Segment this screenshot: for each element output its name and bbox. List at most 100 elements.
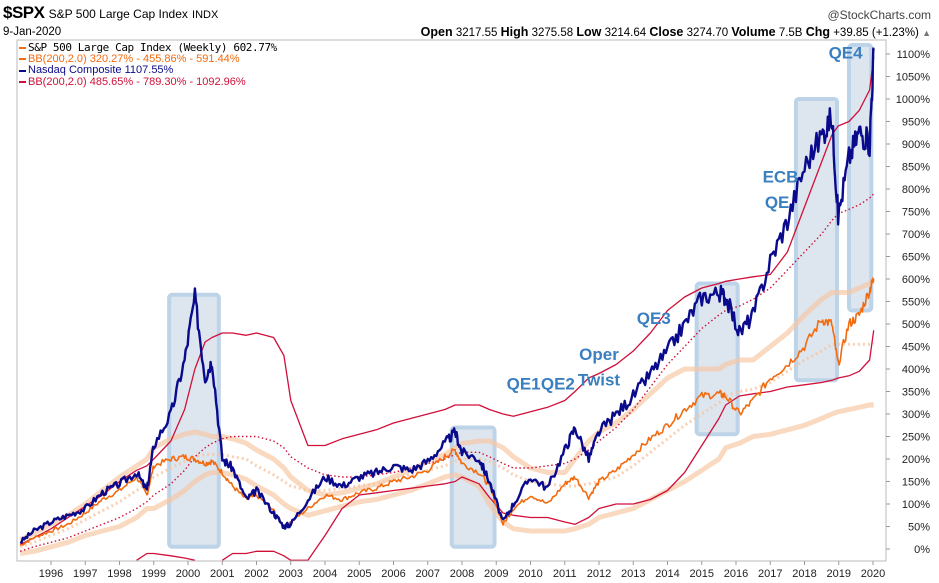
x-tick-label: 2020: [861, 568, 885, 580]
highlight-box-5: [847, 43, 874, 313]
y-tick-label: 650%: [902, 252, 930, 264]
x-tick-label: 2009: [484, 568, 508, 580]
exchange: INDX: [192, 9, 219, 21]
nasdaq-bb-middle: [19, 193, 875, 552]
x-tick-label: 2008: [450, 568, 474, 580]
y-tick-label: 1050%: [896, 72, 930, 84]
y-tick-label: 100%: [902, 499, 930, 511]
x-tick-label: 2018: [792, 568, 816, 580]
highlight-box-2: [449, 425, 497, 549]
y-tick-label: 600%: [902, 274, 930, 286]
annotation-twist: Twist: [578, 371, 621, 390]
nasdaq-bb-lower: [136, 330, 875, 561]
annotation-qe4: QE4: [829, 44, 864, 63]
y-tick-label: 0%: [914, 544, 930, 556]
y-tick-label: 300%: [902, 409, 930, 421]
x-tick-label: 2013: [621, 568, 645, 580]
volume-value: 7.5B: [778, 27, 803, 39]
y-tick-label: 450%: [902, 342, 930, 354]
copyright: @StockCharts.com: [827, 8, 931, 22]
annotation-ecb: ECB: [763, 167, 799, 186]
chg-value: +39.85 (+1.23%): [833, 27, 919, 39]
x-tick-label: 2003: [279, 568, 303, 580]
x-tick-label: 2001: [210, 568, 234, 580]
x-tick-label: 2019: [827, 568, 851, 580]
chart-date: 9-Jan-2020: [3, 26, 62, 38]
highlight-box-4: [793, 97, 840, 383]
low-value: 3214.64: [604, 27, 647, 39]
legend-swatch: [19, 57, 26, 60]
legend-item-spx-bb: BB(200,2.0) 320.27% - 455.86% - 591.44%: [19, 52, 277, 66]
open-value: 3217.55: [455, 27, 498, 39]
x-tick-label: 2004: [313, 568, 337, 580]
open-label: Open: [420, 25, 453, 39]
legend-label: S&P 500 Large Cap Index (Weekly) 602.77%: [28, 41, 277, 54]
nasdaq-line: [19, 47, 875, 545]
x-tick-label: 2011: [553, 568, 577, 580]
x-tick-label: 2014: [655, 568, 679, 580]
spx-bb-upper: [19, 279, 875, 543]
legend-label: BB(200,2.0) 485.65% - 789.30% - 1092.96%: [28, 76, 246, 89]
legend-item-nasdaq-bb: BB(200,2.0) 485.65% - 789.30% - 1092.96%: [19, 76, 277, 89]
close-label: Close: [649, 25, 684, 39]
x-tick-label: 2000: [176, 568, 200, 580]
annotation-qe: QE: [765, 193, 790, 212]
x-tick-label: 2016: [724, 568, 748, 580]
x-tick-label: 1998: [107, 568, 131, 580]
y-tick-label: 800%: [902, 184, 930, 196]
plot-frame: [16, 39, 887, 562]
chart-header-title: $SPX S&P 500 Large Cap Index INDX: [3, 3, 218, 23]
x-tick-label: 2015: [690, 568, 714, 580]
up-triangle-icon: ▲: [922, 28, 931, 38]
x-tick-label: 2002: [244, 568, 268, 580]
legend-item-spx: S&P 500 Large Cap Index (Weekly) 602.77%: [19, 42, 277, 54]
low-label: Low: [576, 25, 602, 39]
y-tick-label: 400%: [902, 364, 930, 376]
x-tick-label: 1996: [39, 568, 63, 580]
annotation-qe1: QE1: [507, 374, 541, 393]
ticker-symbol: $SPX: [3, 3, 45, 22]
x-tick-label: 2010: [518, 568, 542, 580]
y-tick-label: 550%: [902, 297, 930, 309]
spx-bb-lower: [19, 402, 874, 556]
x-tick-label: 2006: [381, 568, 405, 580]
high-label: High: [500, 25, 529, 39]
close-value: 3274.70: [686, 27, 729, 39]
legend-label: Nasdaq Composite 1107.55%: [28, 64, 174, 77]
y-tick-label: 950%: [902, 117, 930, 129]
volume-label: Volume: [731, 25, 776, 39]
legend-swatch: [19, 69, 26, 72]
y-tick-label: 900%: [902, 139, 930, 151]
quote-bar: Open 3217.55 High 3275.58 Low 3214.64 Cl…: [421, 25, 931, 39]
annotation-qe2: QE2: [541, 374, 575, 393]
x-tick-label: 1997: [73, 568, 97, 580]
legend-label: BB(200,2.0) 320.27% - 455.86% - 591.44%: [28, 52, 240, 65]
annotation-oper: Oper: [579, 345, 619, 364]
legend: S&P 500 Large Cap Index (Weekly) 602.77%…: [19, 42, 277, 89]
highlight-box-1: [167, 292, 221, 549]
y-tick-label: 150%: [902, 477, 930, 489]
chg-label: Chg: [805, 25, 830, 39]
y-tick-label: 1100%: [897, 49, 931, 61]
y-tick-label: 700%: [902, 229, 930, 241]
legend-item-nasdaq: Nasdaq Composite 1107.55%: [19, 65, 277, 77]
y-tick-label: 850%: [902, 162, 930, 174]
nasdaq-bb-upper: [19, 57, 875, 546]
y-tick-label: 250%: [902, 432, 930, 444]
y-tick-label: 350%: [902, 387, 930, 399]
x-tick-label: 2012: [587, 568, 611, 580]
x-tick-label: 1999: [142, 568, 166, 580]
annotation-qe3: QE3: [637, 309, 671, 328]
high-value: 3275.58: [531, 27, 574, 39]
x-tick-label: 2017: [758, 568, 782, 580]
y-tick-label: 750%: [902, 207, 930, 219]
legend-swatch: [19, 47, 26, 49]
y-tick-label: 50%: [908, 522, 930, 534]
y-tick-label: 200%: [902, 454, 930, 466]
spx-bb-middle: [19, 341, 875, 549]
y-tick-label: 500%: [902, 319, 930, 331]
legend-swatch: [19, 81, 26, 84]
index-name: S&P 500 Large Cap Index: [48, 7, 188, 21]
x-tick-label: 2005: [347, 568, 371, 580]
